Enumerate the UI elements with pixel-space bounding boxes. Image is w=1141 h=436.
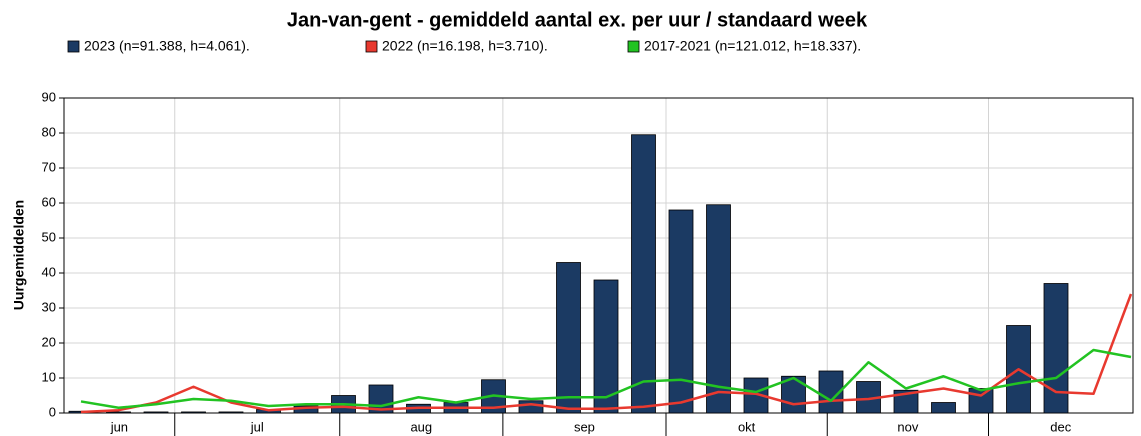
y-tick-label: 80 [42, 124, 56, 139]
y-tick-label: 60 [42, 194, 56, 209]
legend-swatch [365, 40, 378, 53]
bar [106, 411, 131, 414]
legend-swatch [67, 40, 80, 53]
bar [593, 279, 619, 414]
bar [631, 134, 656, 414]
y-axis-label: Uurgemiddelden [11, 200, 27, 310]
legend-label: 2022 (n=16.198, h=3.710). [382, 38, 548, 54]
bar [893, 389, 919, 414]
y-tick-label: 70 [42, 159, 56, 174]
y-tick-label: 90 [42, 89, 56, 104]
x-tick-label: jun [110, 419, 128, 434]
bar [181, 411, 206, 414]
legend-swatch [627, 40, 640, 53]
bar [218, 411, 244, 414]
line [80, 293, 1133, 414]
x-tick-label: okt [738, 419, 756, 434]
bar [931, 402, 956, 414]
bar [556, 262, 581, 414]
y-tick-label: 30 [42, 299, 56, 314]
bar [706, 204, 731, 414]
bar [968, 388, 994, 414]
legend-label: 2017-2021 (n=121.012, h=18.337). [644, 38, 861, 54]
x-tick-label: nov [897, 419, 918, 434]
x-tick-label: sep [574, 419, 595, 434]
line [80, 348, 1132, 409]
bar [518, 400, 544, 414]
y-tick-label: 50 [42, 229, 56, 244]
y-tick-label: 40 [42, 264, 56, 279]
y-tick-label: 10 [42, 369, 56, 384]
x-tick-label: dec [1050, 419, 1071, 434]
y-tick-label: 0 [49, 404, 56, 419]
bar [143, 411, 169, 414]
chart-title: Jan-van-gent - gemiddeld aantal ex. per … [287, 9, 868, 31]
x-tick-label: aug [410, 419, 432, 434]
x-tick-label: jul [250, 419, 264, 434]
y-tick-label: 20 [42, 334, 56, 349]
legend-label: 2023 (n=91.388, h=4.061). [84, 38, 250, 54]
